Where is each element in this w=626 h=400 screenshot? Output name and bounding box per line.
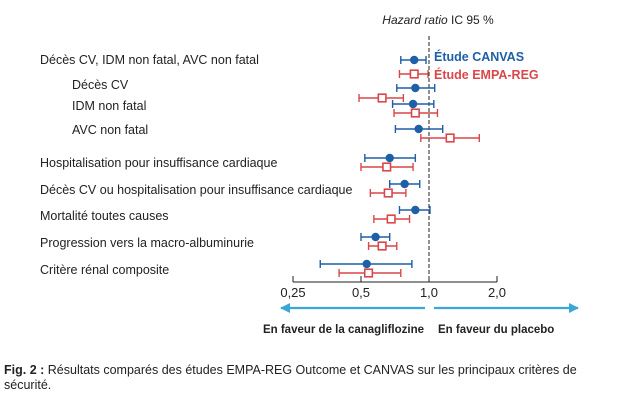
canvas-point bbox=[371, 232, 380, 242]
x-tick-label: 1,0 bbox=[420, 285, 438, 300]
direction-left-label: En faveur de la canagliflozine bbox=[263, 324, 424, 336]
forest-row: Décès CV ou hospitalisation pour insuffi… bbox=[40, 179, 421, 198]
chart-title-italic: Hazard ratio bbox=[382, 13, 448, 27]
empa-point bbox=[410, 108, 420, 118]
canvas-point bbox=[411, 83, 420, 93]
row-label: IDM non fatal bbox=[72, 99, 146, 113]
row-label: Mortalité toutes causes bbox=[40, 209, 169, 223]
empa-point bbox=[382, 162, 392, 172]
empa-point bbox=[409, 69, 419, 79]
forest-plot: Hazard ratio IC 95 % 0,25 0,5 1,0 2,0 En fave… bbox=[40, 13, 579, 336]
forest-row: Hospitalisation pour insuffisance cardia… bbox=[40, 153, 417, 172]
row-label: Critère rénal composite bbox=[40, 263, 169, 277]
canvas-point bbox=[411, 205, 420, 215]
empa-point bbox=[363, 268, 374, 278]
empa-point bbox=[377, 93, 387, 103]
canvas-point bbox=[408, 99, 418, 109]
forest-row: Décès CV bbox=[72, 78, 436, 93]
legend-label-empa: Étude EMPA-REG bbox=[434, 67, 539, 82]
caption-label: Fig. 2 : bbox=[4, 363, 45, 377]
x-tick-label: 0,25 bbox=[280, 285, 305, 300]
row-label: Décès CV, IDM non fatal, AVC non fatal bbox=[40, 53, 259, 67]
legend-label-canvas: Étude CANVAS bbox=[434, 49, 524, 64]
empa-point bbox=[377, 241, 387, 251]
chart-title-rest: IC 95 % bbox=[448, 13, 494, 27]
caption-text: Résultats comparés des études EMPA-REG O… bbox=[4, 363, 577, 392]
row-label: AVC non fatal bbox=[72, 123, 148, 137]
forest-row: Progression vers la macro-albuminurie bbox=[40, 232, 398, 251]
x-tick-label: 0,5 bbox=[352, 285, 370, 300]
forest-row: IDM non fatal bbox=[72, 99, 439, 118]
canvas-point bbox=[362, 259, 371, 269]
x-tick-label: 2,0 bbox=[488, 285, 506, 300]
row-label: Hospitalisation pour insuffisance cardia… bbox=[40, 156, 277, 170]
empa-point bbox=[383, 188, 393, 198]
row-label: Décès CV ou hospitalisation pour insuffi… bbox=[40, 183, 353, 197]
forest-row: Critère rénal composite bbox=[40, 259, 413, 278]
figure-caption: Fig. 2 : Résultats comparés des études E… bbox=[4, 363, 622, 393]
canvas-point bbox=[400, 179, 409, 189]
row-label: Décès CV bbox=[72, 78, 129, 92]
empa-point bbox=[386, 214, 396, 224]
chart-title: Hazard ratio IC 95 % bbox=[382, 13, 494, 27]
row-label: Progression vers la macro-albuminurie bbox=[40, 236, 254, 250]
forest-row: Décès CV, IDM non fatal, AVC non fatal bbox=[40, 53, 429, 79]
canvas-point bbox=[414, 124, 423, 134]
direction-right-label: En faveur du placebo bbox=[438, 324, 554, 336]
forest-row bbox=[358, 93, 405, 103]
forest-row: AVC non fatal bbox=[72, 123, 481, 143]
canvas-point bbox=[410, 55, 419, 65]
forest-row: Mortalité toutes causes bbox=[40, 205, 431, 224]
empa-point bbox=[445, 133, 455, 143]
canvas-point bbox=[385, 153, 394, 163]
